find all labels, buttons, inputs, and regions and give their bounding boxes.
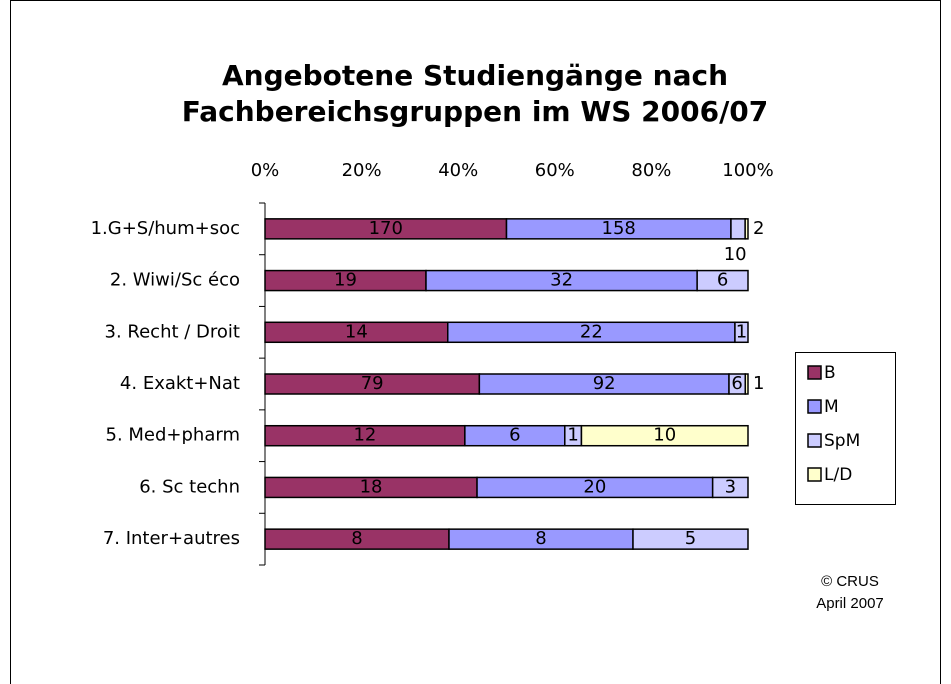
data-label: 20 <box>583 476 606 497</box>
legend-label: L/D <box>824 465 852 485</box>
data-label: 170 <box>369 218 403 239</box>
legend-label: SpM <box>824 431 860 451</box>
annotation: April 2007 <box>816 595 884 612</box>
bar-segment <box>696 269 749 292</box>
y-tick-label: 2. Wiwi/Sc éco <box>110 270 240 291</box>
bar-segment <box>711 476 749 499</box>
y-tick-label: 7. Inter+autres <box>103 528 240 549</box>
y-tick-label: 5. Med+pharm <box>106 425 241 446</box>
data-label: 8 <box>351 528 362 549</box>
data-label: 6 <box>509 425 520 446</box>
bar-segment <box>734 321 749 344</box>
x-tick-label: 60% <box>535 160 575 181</box>
data-label: 1 <box>736 321 747 342</box>
data-label: 12 <box>353 425 376 446</box>
data-label: 22 <box>580 321 603 342</box>
x-tick-label: 80% <box>631 160 671 181</box>
y-tick-label: 3. Recht / Droit <box>105 321 240 342</box>
data-label: 6 <box>731 373 742 394</box>
annotation: © CRUS <box>821 573 879 590</box>
data-label: 1 <box>567 425 578 446</box>
x-tick-label: 20% <box>342 160 382 181</box>
data-label: 2 <box>753 218 764 239</box>
x-tick-label: 40% <box>438 160 478 181</box>
x-tick-label: 100% <box>722 160 773 181</box>
data-label: 19 <box>334 270 357 291</box>
bar-segment <box>632 528 749 550</box>
y-tick-label: 4. Exakt+Nat <box>120 373 240 394</box>
y-tick-label: 1.G+S/hum+soc <box>91 218 240 239</box>
frame-border <box>10 0 941 684</box>
data-label: 8 <box>535 528 546 549</box>
legend-swatch <box>807 433 822 448</box>
bar-segment <box>744 218 749 240</box>
legend-label: M <box>824 397 839 417</box>
data-label: 18 <box>360 476 383 497</box>
data-label: 158 <box>602 218 636 239</box>
chart-title: Angebotene Studiengänge nach Fachbereich… <box>181 59 769 128</box>
bar-segment <box>730 218 746 240</box>
data-label: 3 <box>725 476 736 497</box>
data-label: 6 <box>717 270 728 291</box>
data-label: 32 <box>550 270 573 291</box>
bar-segment <box>744 373 749 395</box>
data-label: 1 <box>753 373 764 394</box>
data-label: 92 <box>593 373 616 394</box>
legend-label: B <box>824 363 836 383</box>
data-label: 14 <box>345 321 368 342</box>
legend-swatch <box>807 467 822 482</box>
x-tick-label: 0% <box>251 160 280 181</box>
data-label: 10 <box>724 244 747 265</box>
legend-swatch <box>807 365 822 380</box>
bar-segment <box>580 424 749 447</box>
data-label: 79 <box>361 373 384 394</box>
data-label: 5 <box>685 528 696 549</box>
y-tick-label: 6. Sc techn <box>139 476 240 497</box>
legend-swatch <box>807 399 822 414</box>
data-label: 10 <box>653 425 676 446</box>
